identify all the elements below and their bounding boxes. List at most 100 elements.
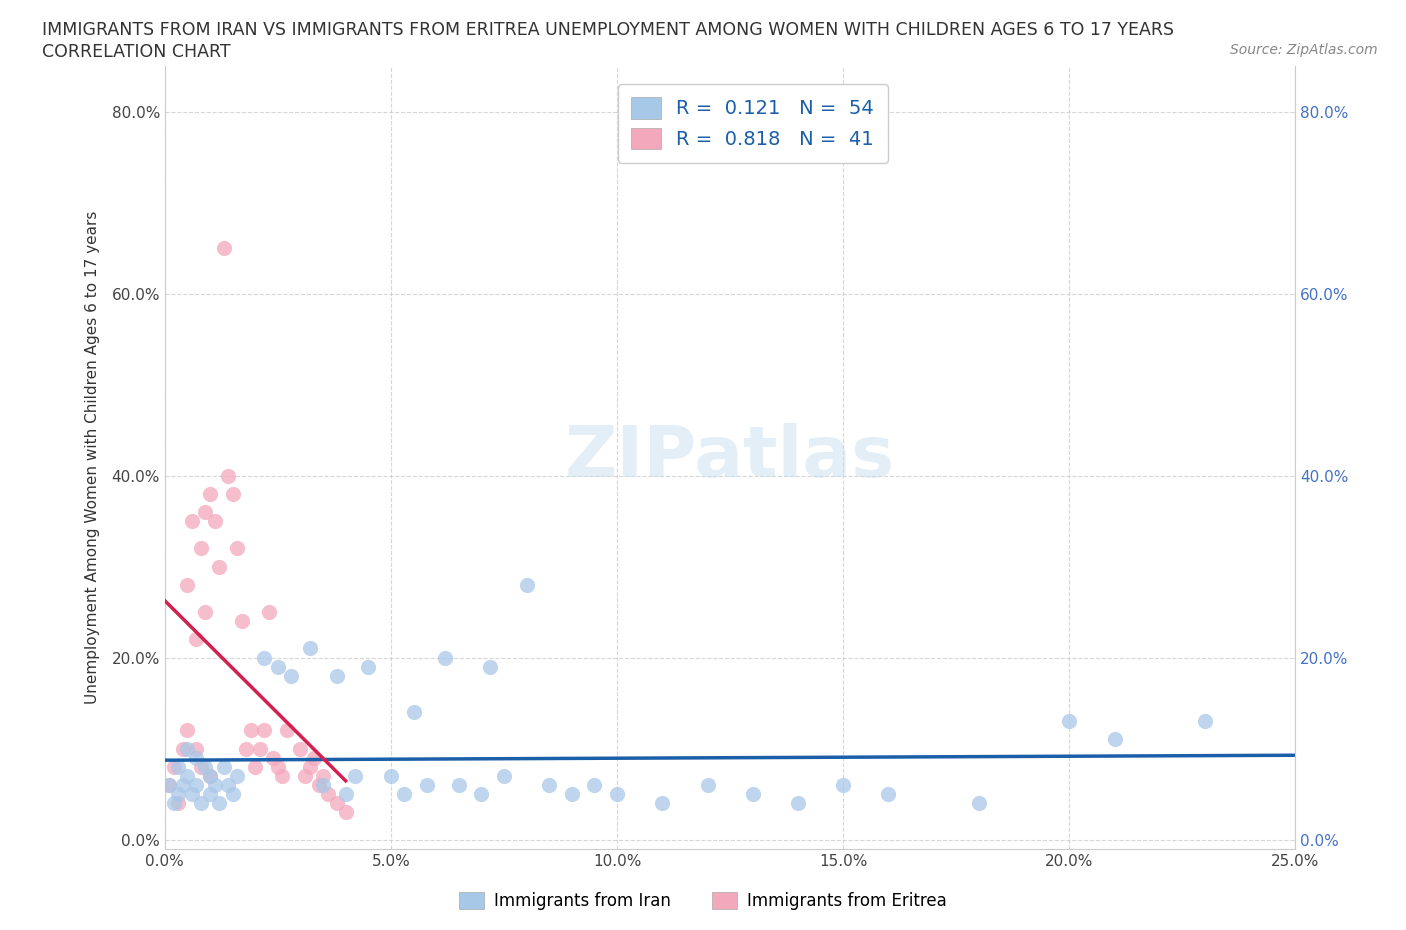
Point — [651, 796, 673, 811]
Point — [249, 741, 271, 756]
Point — [470, 787, 492, 802]
Point — [335, 804, 357, 819]
Point — [271, 768, 294, 783]
Point — [267, 659, 290, 674]
Point — [967, 796, 990, 811]
Point — [198, 787, 221, 802]
Point — [312, 768, 335, 783]
Point — [239, 723, 262, 737]
Point — [308, 777, 330, 792]
Point — [167, 787, 190, 802]
Point — [516, 578, 538, 592]
Point — [479, 659, 502, 674]
Point — [194, 505, 217, 520]
Point — [316, 787, 339, 802]
Point — [194, 759, 217, 774]
Point — [1059, 714, 1081, 729]
Point — [492, 768, 515, 783]
Point — [357, 659, 380, 674]
Point — [198, 486, 221, 501]
Point — [157, 777, 180, 792]
Point — [298, 641, 321, 656]
Point — [787, 796, 810, 811]
Point — [198, 768, 221, 783]
Point — [180, 513, 202, 528]
Text: Source: ZipAtlas.com: Source: ZipAtlas.com — [1230, 43, 1378, 57]
Point — [198, 768, 221, 783]
Point — [253, 723, 276, 737]
Point — [157, 777, 180, 792]
Point — [1104, 732, 1126, 747]
Point — [176, 768, 198, 783]
Point — [204, 513, 226, 528]
Point — [217, 468, 239, 483]
Point — [832, 777, 855, 792]
Point — [212, 759, 235, 774]
Point — [245, 759, 267, 774]
Point — [538, 777, 561, 792]
Point — [434, 650, 457, 665]
Point — [194, 604, 217, 619]
Point — [176, 741, 198, 756]
Point — [186, 631, 208, 646]
Point — [190, 796, 212, 811]
Point — [167, 796, 190, 811]
Point — [253, 650, 276, 665]
Point — [312, 777, 335, 792]
Point — [325, 796, 347, 811]
Point — [176, 723, 198, 737]
Point — [583, 777, 606, 792]
Point — [235, 741, 257, 756]
Point — [208, 559, 231, 574]
Point — [212, 241, 235, 256]
Point — [186, 751, 208, 765]
Text: CORRELATION CHART: CORRELATION CHART — [42, 43, 231, 60]
Legend: R =  0.121   N =  54, R =  0.818   N =  41: R = 0.121 N = 54, R = 0.818 N = 41 — [617, 84, 887, 163]
Point — [696, 777, 718, 792]
Point — [294, 768, 316, 783]
Point — [172, 777, 194, 792]
Point — [231, 614, 253, 629]
Point — [180, 787, 202, 802]
Point — [163, 759, 186, 774]
Point — [172, 741, 194, 756]
Text: ZIPatlas: ZIPatlas — [565, 423, 896, 492]
Point — [298, 759, 321, 774]
Point — [276, 723, 298, 737]
Point — [335, 787, 357, 802]
Point — [606, 787, 628, 802]
Point — [394, 787, 416, 802]
Point — [262, 751, 284, 765]
Point — [176, 578, 198, 592]
Point — [325, 669, 347, 684]
Point — [280, 669, 302, 684]
Point — [204, 777, 226, 792]
Legend: Immigrants from Iran, Immigrants from Eritrea: Immigrants from Iran, Immigrants from Er… — [453, 885, 953, 917]
Point — [190, 759, 212, 774]
Point — [226, 541, 249, 556]
Point — [402, 705, 425, 720]
Point — [190, 541, 212, 556]
Point — [186, 777, 208, 792]
Point — [226, 768, 249, 783]
Point — [561, 787, 583, 802]
Text: IMMIGRANTS FROM IRAN VS IMMIGRANTS FROM ERITREA UNEMPLOYMENT AMONG WOMEN WITH CH: IMMIGRANTS FROM IRAN VS IMMIGRANTS FROM … — [42, 21, 1174, 39]
Point — [221, 787, 243, 802]
Y-axis label: Unemployment Among Women with Children Ages 6 to 17 years: Unemployment Among Women with Children A… — [86, 211, 100, 704]
Point — [208, 796, 231, 811]
Point — [221, 486, 243, 501]
Point — [163, 796, 186, 811]
Point — [1194, 714, 1216, 729]
Point — [290, 741, 312, 756]
Point — [447, 777, 470, 792]
Point — [741, 787, 763, 802]
Point — [267, 759, 290, 774]
Point — [186, 741, 208, 756]
Point — [217, 777, 239, 792]
Point — [343, 768, 366, 783]
Point — [416, 777, 439, 792]
Point — [167, 759, 190, 774]
Point — [877, 787, 900, 802]
Point — [380, 768, 402, 783]
Point — [302, 751, 325, 765]
